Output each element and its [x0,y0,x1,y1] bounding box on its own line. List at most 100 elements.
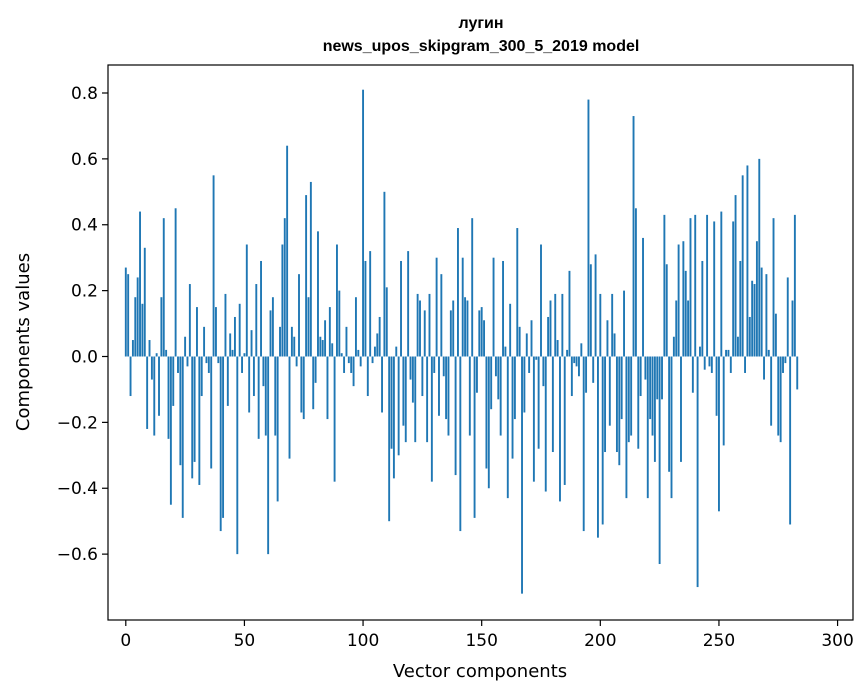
bar [751,280,754,357]
bar [755,241,758,357]
bar [575,356,578,367]
bar [608,356,611,426]
bar [250,330,253,357]
bar [618,356,621,466]
bar [542,356,545,387]
bar [423,310,426,357]
bar [620,356,623,420]
bar [570,356,573,397]
bar [689,218,692,357]
bar [366,356,369,397]
bar [440,274,443,357]
bar [191,356,194,479]
bar [193,356,196,462]
bar [290,326,293,357]
bar [736,336,739,357]
bar [729,356,732,373]
x-axis-label: Vector components [393,661,567,682]
bar [623,290,625,357]
bar [426,356,429,443]
bar [438,356,440,416]
bar [725,349,728,357]
bar [150,356,153,380]
bar [499,356,502,436]
bar [523,356,526,413]
bar [656,356,659,400]
bar [452,300,455,357]
bar [264,356,267,436]
bar [675,300,678,357]
bar [181,356,184,518]
bar [715,356,718,416]
bar [535,356,538,360]
bar [537,356,540,449]
bar [475,356,478,393]
bar [281,244,284,357]
bar [169,356,172,505]
bar [625,356,628,499]
bar [791,300,794,357]
bar [338,290,341,357]
bar [177,356,179,373]
bar [198,356,201,485]
bar [141,303,144,357]
bar [174,208,177,357]
bar [347,356,350,364]
bar [373,346,376,357]
bar [336,244,338,357]
bar [789,356,792,525]
y-tick-label: 0.2 [71,282,98,302]
bar [328,307,331,357]
y-tick-label: 0.8 [71,84,98,104]
bar [354,297,357,357]
bar [378,316,381,357]
bar [732,221,735,357]
bar [710,356,713,373]
bar [212,175,215,357]
bar [473,356,476,518]
bar [672,336,675,357]
bar [532,356,535,482]
bar [388,356,391,522]
bar [786,277,789,357]
x-tick-label: 150 [465,631,497,651]
bar [661,356,663,400]
bar [796,356,799,390]
bar [158,356,160,416]
bar [262,356,265,387]
bar [461,257,464,357]
y-tick-label: −0.6 [57,545,98,565]
bar [696,356,699,588]
bar [568,270,571,357]
bar [345,326,348,357]
bar [478,310,481,357]
bar [741,175,744,357]
bar [276,356,279,502]
bar [634,208,637,357]
bar [364,260,367,357]
bar [504,346,507,357]
bar [509,303,512,357]
bar [293,336,296,357]
bar [229,333,232,357]
bar [188,284,191,357]
x-tick-label: 100 [347,631,379,651]
bar [233,316,236,357]
bar [684,270,687,357]
bar [587,99,590,357]
bar [566,349,569,357]
bar [210,356,213,469]
bar [385,287,388,357]
bar [722,356,725,446]
bar [402,356,405,426]
x-tick-label: 0 [120,631,131,651]
bar [146,356,149,429]
bar [219,356,222,532]
y-tick-label: −0.2 [57,413,98,433]
bar [582,356,585,532]
chart-subtitle: news_upos_skipgram_300_5_2019 model [323,38,640,55]
bar [720,211,723,357]
bar [357,349,360,357]
bar [305,195,308,357]
bar [447,356,450,436]
